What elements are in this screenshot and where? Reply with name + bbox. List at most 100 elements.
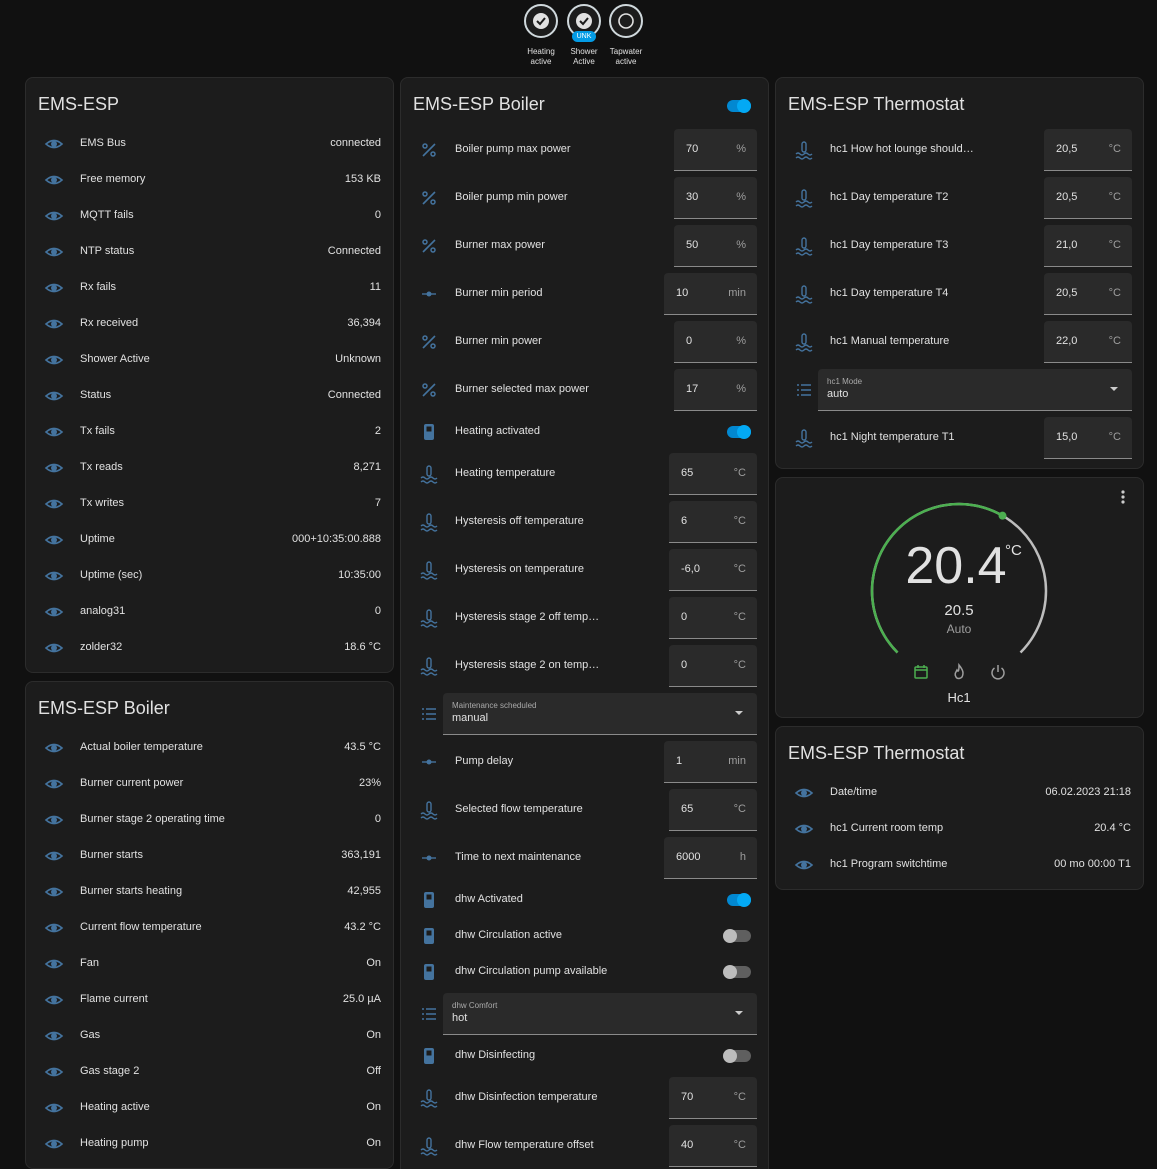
card-title: EMS-ESP Thermostat [788, 94, 964, 115]
icon-shape [51, 141, 57, 147]
row-icon [419, 284, 439, 304]
input-value: 20,5 [1056, 143, 1077, 155]
select[interactable]: Maintenance scheduledmanual [443, 693, 757, 735]
toggle[interactable] [723, 924, 755, 948]
toggle[interactable] [723, 1044, 755, 1068]
icon-shape [51, 213, 57, 219]
entity-name: dhw Flow temperature offset [455, 1139, 594, 1151]
entity-state: 0 [375, 813, 381, 825]
icon-shape [427, 760, 432, 765]
icon-shape [431, 344, 435, 348]
entity-state: 43.2 °C [344, 921, 381, 933]
number-input[interactable]: 22,0°C [1044, 321, 1132, 363]
badge[interactable]: UNKShower Active [562, 0, 606, 70]
number-input[interactable]: 0°C [669, 645, 757, 687]
number-input[interactable]: 50% [674, 225, 757, 267]
input-value: 6 [681, 515, 687, 527]
select[interactable]: hc1 Modeauto [818, 369, 1132, 411]
number-input[interactable]: 20,5°C [1044, 177, 1132, 219]
icon-shape [992, 665, 1004, 679]
row-icon [419, 332, 439, 352]
input-unit: °C [734, 1091, 746, 1103]
row-icon [419, 800, 439, 820]
row-icon [419, 140, 439, 160]
mode-auto [913, 664, 929, 680]
input-value: 0 [686, 335, 692, 347]
icon-shape [427, 610, 431, 620]
badge[interactable]: Heating active [519, 0, 563, 70]
toggle-knob [723, 965, 737, 979]
badge[interactable]: Tapwater active [604, 0, 648, 70]
icon-shape [423, 192, 427, 196]
entity-name: Heating active [80, 1101, 150, 1113]
icon-shape [51, 1069, 57, 1075]
toggle[interactable] [723, 420, 755, 444]
row-icon [44, 206, 64, 226]
icon-shape [796, 249, 812, 255]
number-input[interactable]: 65°C [669, 453, 757, 495]
entity-name: Hysteresis stage 2 off temp… [455, 611, 599, 623]
number-input[interactable]: -6,0°C [669, 549, 757, 591]
number-input[interactable]: 40°C [669, 1125, 757, 1167]
number-input[interactable]: 10min [664, 273, 757, 315]
number-input[interactable]: 30% [674, 177, 757, 219]
number-input[interactable]: 20,5°C [1044, 273, 1132, 315]
icon-shape [51, 925, 57, 931]
icon-shape [999, 512, 1007, 520]
number-input[interactable]: 15,0°C [1044, 417, 1132, 459]
entity-state: 0 [375, 605, 381, 617]
toggle[interactable] [723, 888, 755, 912]
number-input[interactable]: 6000h [664, 837, 757, 879]
entity-state: 36,394 [347, 317, 381, 329]
entity-name: hc1 Night temperature T1 [830, 431, 955, 443]
entity-name: Burner min power [455, 335, 542, 347]
select-label: dhw Comfort [452, 1001, 497, 1010]
toggle-knob [737, 893, 751, 907]
number-input[interactable]: 70% [674, 129, 757, 171]
number-input[interactable]: 21,0°C [1044, 225, 1132, 267]
input-value: 65 [681, 803, 693, 815]
toggle[interactable] [723, 960, 755, 984]
entities-card: EMS-ESP Thermostat hc1 How hot lounge sho… [775, 77, 1144, 469]
row-icon [794, 819, 814, 839]
input-unit: min [728, 287, 746, 299]
number-input[interactable]: 17% [674, 369, 757, 411]
entity-state: 23% [359, 777, 381, 789]
entity-name: Current flow temperature [80, 921, 202, 933]
select-arrow [734, 1010, 744, 1016]
number-input[interactable]: 0% [674, 321, 757, 363]
input-unit: °C [734, 611, 746, 623]
icon-shape [427, 931, 432, 936]
entity-name: hc1 How hot lounge should… [830, 143, 974, 155]
select-value: hot [452, 1012, 467, 1024]
entity-state: 18.6 °C [344, 641, 381, 653]
icon-shape [801, 862, 807, 868]
number-input[interactable]: 20,5°C [1044, 129, 1132, 171]
input-value: 65 [681, 467, 693, 479]
row-icon [44, 134, 64, 154]
number-input[interactable]: 65°C [669, 789, 757, 831]
toggle[interactable] [723, 94, 755, 118]
icon-shape [424, 892, 434, 908]
badge-check [533, 13, 549, 29]
row-icon [44, 602, 64, 622]
icon-shape [51, 817, 57, 823]
number-input[interactable]: 0°C [669, 597, 757, 639]
icon-shape [421, 477, 437, 483]
row-icon [419, 188, 439, 208]
input-unit: % [736, 335, 746, 347]
select-label: Maintenance scheduled [452, 701, 537, 710]
number-input[interactable]: 6°C [669, 501, 757, 543]
row-icon [44, 314, 64, 334]
number-input[interactable]: 70°C [669, 1077, 757, 1119]
icon-shape [796, 201, 812, 207]
icon-shape [424, 424, 434, 440]
select[interactable]: dhw Comfort hot [443, 993, 757, 1035]
row-icon [44, 990, 64, 1010]
input-unit: h [740, 851, 746, 863]
entity-name: Fan [80, 957, 99, 969]
number-input[interactable]: 1min [664, 741, 757, 783]
icon-shape [801, 826, 807, 832]
entity-state: On [366, 1137, 381, 1149]
input-unit: % [736, 383, 746, 395]
